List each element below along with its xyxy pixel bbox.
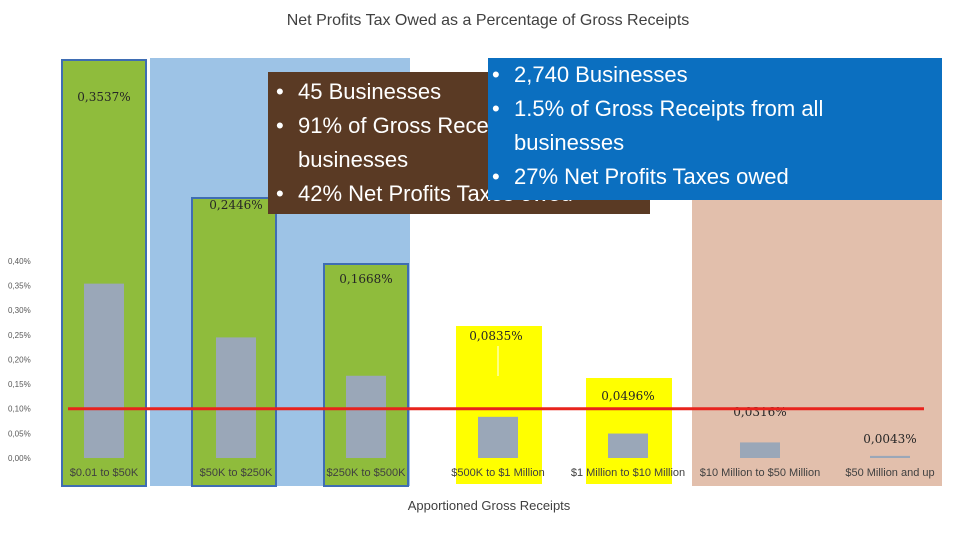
- y-tick-label: 0,40%: [8, 257, 31, 266]
- bar: [740, 442, 780, 458]
- callout-large-receipts: 1.5% of Gross Receipts from all business…: [492, 92, 914, 160]
- data-label: 0,3537%: [77, 90, 130, 104]
- bar: [346, 375, 386, 458]
- highlight-yellow-2: [586, 378, 672, 484]
- region-tan: [692, 200, 942, 486]
- x-tick-label: $500K to $1 Million: [451, 467, 545, 479]
- x-tick-label: $50K to $250K: [200, 467, 273, 479]
- x-axis: $0.01 to $50K $50K to $250K $250K to $500K…: [70, 467, 935, 479]
- y-tick-label: 0,20%: [8, 355, 31, 364]
- x-axis-label: Apportioned Gross Receipts: [408, 498, 571, 513]
- y-tick-label: 0,35%: [8, 281, 31, 290]
- x-tick-label: $250K to $500K: [327, 467, 407, 479]
- x-tick-label: $50 Million and up: [845, 467, 934, 479]
- bar: [870, 455, 910, 458]
- callout-large-count: 2,740 Businesses: [492, 58, 942, 92]
- callout-large-taxes: 27% Net Profits Taxes owed: [492, 160, 942, 194]
- callout-large-businesses: 2,740 Businesses 1.5% of Gross Receipts …: [488, 58, 942, 200]
- x-tick-label: $1 Million to $10 Million: [571, 467, 685, 479]
- data-label: 0,1668%: [339, 272, 392, 286]
- data-label: 0,0043%: [863, 432, 916, 446]
- highlight-yellow-1: [456, 326, 542, 484]
- y-tick-label: 0,05%: [8, 429, 31, 438]
- x-tick-label: $0.01 to $50K: [70, 467, 139, 479]
- data-label: 0,2446%: [209, 198, 262, 212]
- y-axis: 0,00% 0,05% 0,10% 0,15% 0,20% 0,25% 0,30% 0,35%…: [8, 257, 31, 463]
- y-tick-label: 0,10%: [8, 405, 31, 414]
- callout-small-count: 45 Businesses: [276, 75, 650, 109]
- data-label: 0,0316%: [733, 405, 786, 419]
- bar: [84, 283, 124, 458]
- bar: [216, 337, 256, 458]
- bar: [478, 416, 518, 458]
- x-tick-label: $10 Million to $50 Million: [700, 467, 820, 479]
- bars: [84, 283, 910, 458]
- data-label: 0,0835%: [469, 329, 522, 343]
- y-tick-label: 0,30%: [8, 306, 31, 315]
- y-tick-label: 0,00%: [8, 454, 31, 463]
- chart-title: Net Profits Tax Owed as a Percentage of …: [287, 12, 690, 29]
- data-label: 0,0496%: [601, 389, 654, 403]
- y-tick-label: 0,15%: [8, 380, 31, 389]
- y-tick-label: 0,25%: [8, 331, 31, 340]
- bar: [608, 433, 648, 458]
